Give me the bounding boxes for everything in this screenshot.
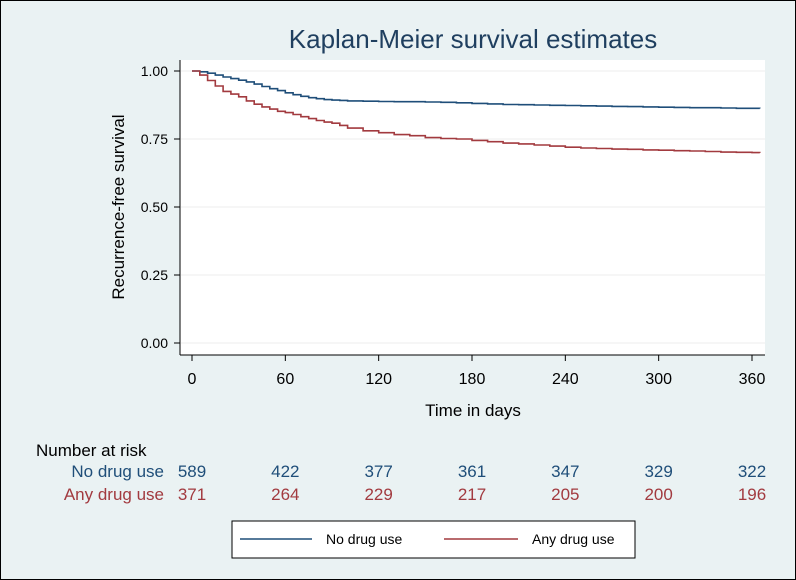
legend-label: Any drug use [532,531,615,547]
risk-count: 347 [551,462,579,481]
series-line-any-drug-use [192,70,761,154]
risk-count: 264 [271,485,299,504]
risk-count: 205 [551,485,579,504]
y-axis-ticks: 0.00 0.25 0.50 0.75 1.00 [141,63,180,351]
risk-count: 229 [364,485,392,504]
x-axis-label: Time in days [425,401,521,420]
x-tick-label: 240 [552,371,579,388]
y-tick-label: 0.25 [141,267,168,283]
y-tick-label: 1.00 [141,63,168,79]
x-tick-label: 300 [645,371,672,388]
y-axis-label: Recurrence-free survival [109,114,128,299]
risk-count: 200 [644,485,672,504]
series-lines [192,70,761,154]
y-tick-label: 0.50 [141,199,168,215]
y-tick-label: 0.75 [141,131,168,147]
chart-title: Kaplan-Meier survival estimates [289,24,657,54]
x-axis-ticks: 0 60 120 180 240 300 360 [188,355,766,388]
risk-table: No drug use 589 422 377 361 347 329 322 Any drug… [64,462,766,504]
risk-count: 589 [178,462,206,481]
x-tick-label: 180 [459,371,486,388]
series-line-no-drug-use [192,70,761,110]
risk-row-label: Any drug use [64,485,164,504]
risk-count: 322 [738,462,766,481]
risk-count: 217 [458,485,486,504]
risk-count: 422 [271,462,299,481]
risk-count: 371 [178,485,206,504]
risk-table-title: Number at risk [36,441,147,460]
gridlines [181,70,765,344]
x-tick-label: 360 [739,371,766,388]
x-tick-label: 60 [276,371,294,388]
legend: No drug use Any drug use [231,520,636,559]
risk-count: 361 [458,462,486,481]
x-tick-label: 120 [365,371,392,388]
x-tick-label: 0 [188,371,197,388]
risk-count: 329 [644,462,672,481]
risk-row-label: No drug use [71,462,164,481]
y-tick-label: 0.00 [141,335,168,351]
risk-count: 377 [364,462,392,481]
legend-label: No drug use [326,531,402,547]
risk-count: 196 [738,485,766,504]
